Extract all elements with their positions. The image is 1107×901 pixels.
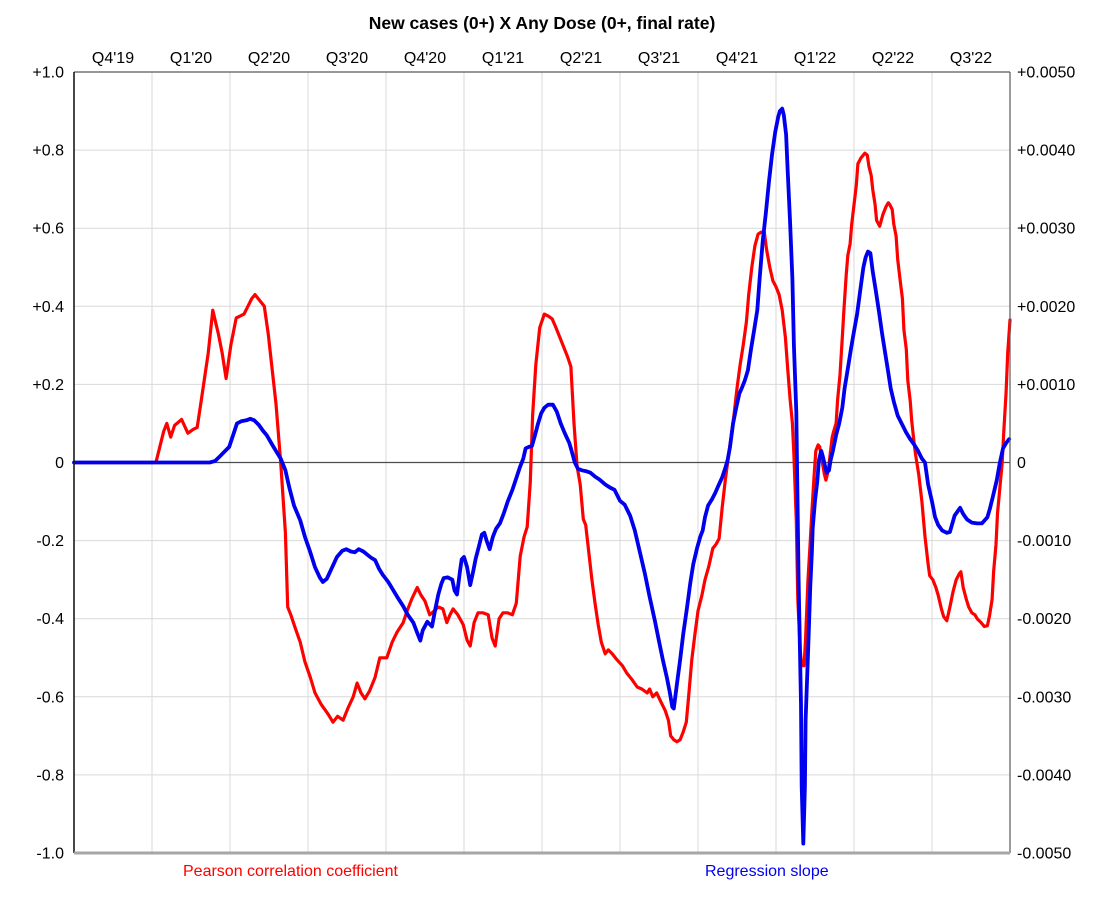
right-y-tick-label: -0.0050 xyxy=(1017,846,1071,863)
right-y-tick-label: +0.0010 xyxy=(1017,377,1075,394)
left-y-tick-label: 0 xyxy=(55,455,64,472)
right-y-tick-label: -0.0010 xyxy=(1017,533,1071,550)
left-y-tick-label: +0.2 xyxy=(32,377,64,394)
right-y-tick-label: -0.0020 xyxy=(1017,611,1071,628)
right-y-tick-label: +0.0050 xyxy=(1017,65,1075,82)
x-tick-label: Q1'20 xyxy=(170,50,212,67)
legend-regression-label: Regression slope xyxy=(705,863,829,880)
left-y-tick-label: -0.4 xyxy=(36,611,64,628)
left-y-tick-label: -0.6 xyxy=(36,689,64,706)
legend-pearson-label: Pearson correlation coefficient xyxy=(183,863,398,880)
chart-title: New cases (0+) X Any Dose (0+, final rat… xyxy=(368,13,716,33)
x-tick-label: Q4'20 xyxy=(404,50,446,67)
x-tick-label: Q1'22 xyxy=(794,50,836,67)
right-y-tick-label: -0.0030 xyxy=(1017,689,1071,706)
right-y-tick-label: 0 xyxy=(1017,455,1026,472)
x-tick-label: Q2'22 xyxy=(872,50,914,67)
right-y-tick-label: +0.0020 xyxy=(1017,299,1075,316)
x-tick-label: Q4'19 xyxy=(92,50,134,67)
x-tick-label: Q3'22 xyxy=(950,50,992,67)
x-tick-label: Q4'21 xyxy=(716,50,758,67)
left-y-tick-label: -0.8 xyxy=(36,767,64,784)
x-tick-label: Q2'20 xyxy=(248,50,290,67)
x-tick-label: Q3'20 xyxy=(326,50,368,67)
regression-series-line xyxy=(72,106,1012,846)
left-y-tick-label: +0.6 xyxy=(32,221,64,238)
left-y-tick-label: +1.0 xyxy=(32,65,64,82)
x-tick-label: Q3'21 xyxy=(638,50,680,67)
pearson-series-line xyxy=(72,151,1012,744)
left-y-tick-label: -0.2 xyxy=(36,533,64,550)
right-y-tick-label: -0.0040 xyxy=(1017,767,1071,784)
left-y-tick-label: -1.0 xyxy=(36,846,64,863)
right-y-tick-label: +0.0030 xyxy=(1017,221,1075,238)
left-y-tick-label: +0.4 xyxy=(32,299,64,316)
left-y-tick-label: +0.8 xyxy=(32,143,64,160)
x-tick-label: Q2'21 xyxy=(560,50,602,67)
x-tick-label: Q1'21 xyxy=(482,50,524,67)
right-y-tick-label: +0.0040 xyxy=(1017,143,1075,160)
